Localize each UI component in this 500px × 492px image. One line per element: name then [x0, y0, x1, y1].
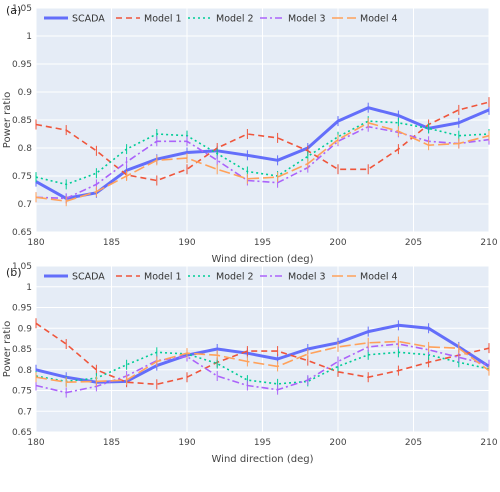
panel-label: (a)	[6, 4, 21, 17]
x-tick-label: 190	[178, 438, 195, 448]
x-tick-label: 205	[405, 238, 422, 248]
legend-entry: SCADA	[72, 272, 105, 283]
y-tick-label: 0.9	[18, 88, 33, 98]
x-tick-label: 195	[254, 238, 271, 248]
y-tick-label: 0.85	[12, 345, 32, 355]
series-line-model-4	[35, 340, 490, 384]
y-tick-label: 0.9	[18, 324, 33, 334]
y-tick-label: 0.8	[18, 366, 33, 376]
x-tick-label: 185	[103, 438, 120, 448]
series-line-model-1	[35, 322, 490, 386]
y-tick-label: 0.65	[12, 228, 32, 238]
y-tick-label: 0.7	[18, 407, 32, 417]
y-tick-label: 0.95	[12, 304, 32, 314]
y-tick-label: 0.85	[12, 116, 32, 126]
x-axis-title: Wind direction (deg)	[212, 454, 314, 465]
x-tick-label: 180	[27, 438, 44, 448]
x-tick-label: 200	[329, 438, 346, 448]
panel-a: 0.65 0.7 0.75 0.8 0.85 0.9 0.95 1 1.05 180 185 190 1…	[2, 4, 498, 265]
series-line-model-4	[35, 122, 490, 202]
x-tick-label: 180	[27, 238, 44, 248]
y-tick-label: 0.75	[12, 387, 32, 397]
x-tick-label: 195	[254, 438, 271, 448]
legend-entry: Model 3	[288, 14, 326, 25]
legend-entry: SCADA	[72, 14, 105, 25]
legend-entry: Model 4	[360, 14, 398, 25]
x-tick-label: 185	[103, 238, 120, 248]
y-tick-label: 0.7	[18, 200, 32, 210]
panel-b: 0.65 0.7 0.75 0.8 0.85 0.9 0.95 1 1.05 180 185 190 1…	[2, 262, 498, 465]
series-line-model-2	[35, 351, 490, 385]
legend-entry: Model 1	[144, 14, 182, 25]
series-line-model-2	[35, 120, 490, 186]
y-tick-label: 1.05	[12, 262, 32, 272]
y-axis-title: Power ratio	[2, 321, 13, 377]
y-tick-label: 0.8	[18, 144, 33, 154]
y-tick-label: 1	[26, 283, 32, 293]
legend-entry: Model 4	[360, 272, 398, 283]
x-tick-label: 210	[480, 438, 497, 448]
x-axis-title: Wind direction (deg)	[212, 254, 314, 265]
legend-entry: Model 2	[216, 14, 254, 25]
legend-entry: Model 1	[144, 272, 182, 283]
series-line-model-3	[35, 125, 490, 200]
x-tick-label: 210	[480, 238, 497, 248]
legend-entry: Model 2	[216, 272, 254, 283]
y-tick-label: 1.05	[12, 4, 32, 14]
y-axis-title: Power ratio	[2, 92, 13, 148]
y-tick-label: 1	[26, 32, 32, 42]
legend-entry: Model 3	[288, 272, 326, 283]
panel-label: (b)	[6, 266, 22, 279]
x-tick-label: 200	[329, 238, 346, 248]
y-tick-label: 0.65	[12, 428, 32, 438]
x-tick-label: 205	[405, 438, 422, 448]
series-line-scada	[35, 106, 490, 200]
y-tick-label: 0.95	[12, 60, 32, 70]
y-tick-label: 0.75	[12, 172, 32, 182]
x-tick-label: 190	[178, 238, 195, 248]
